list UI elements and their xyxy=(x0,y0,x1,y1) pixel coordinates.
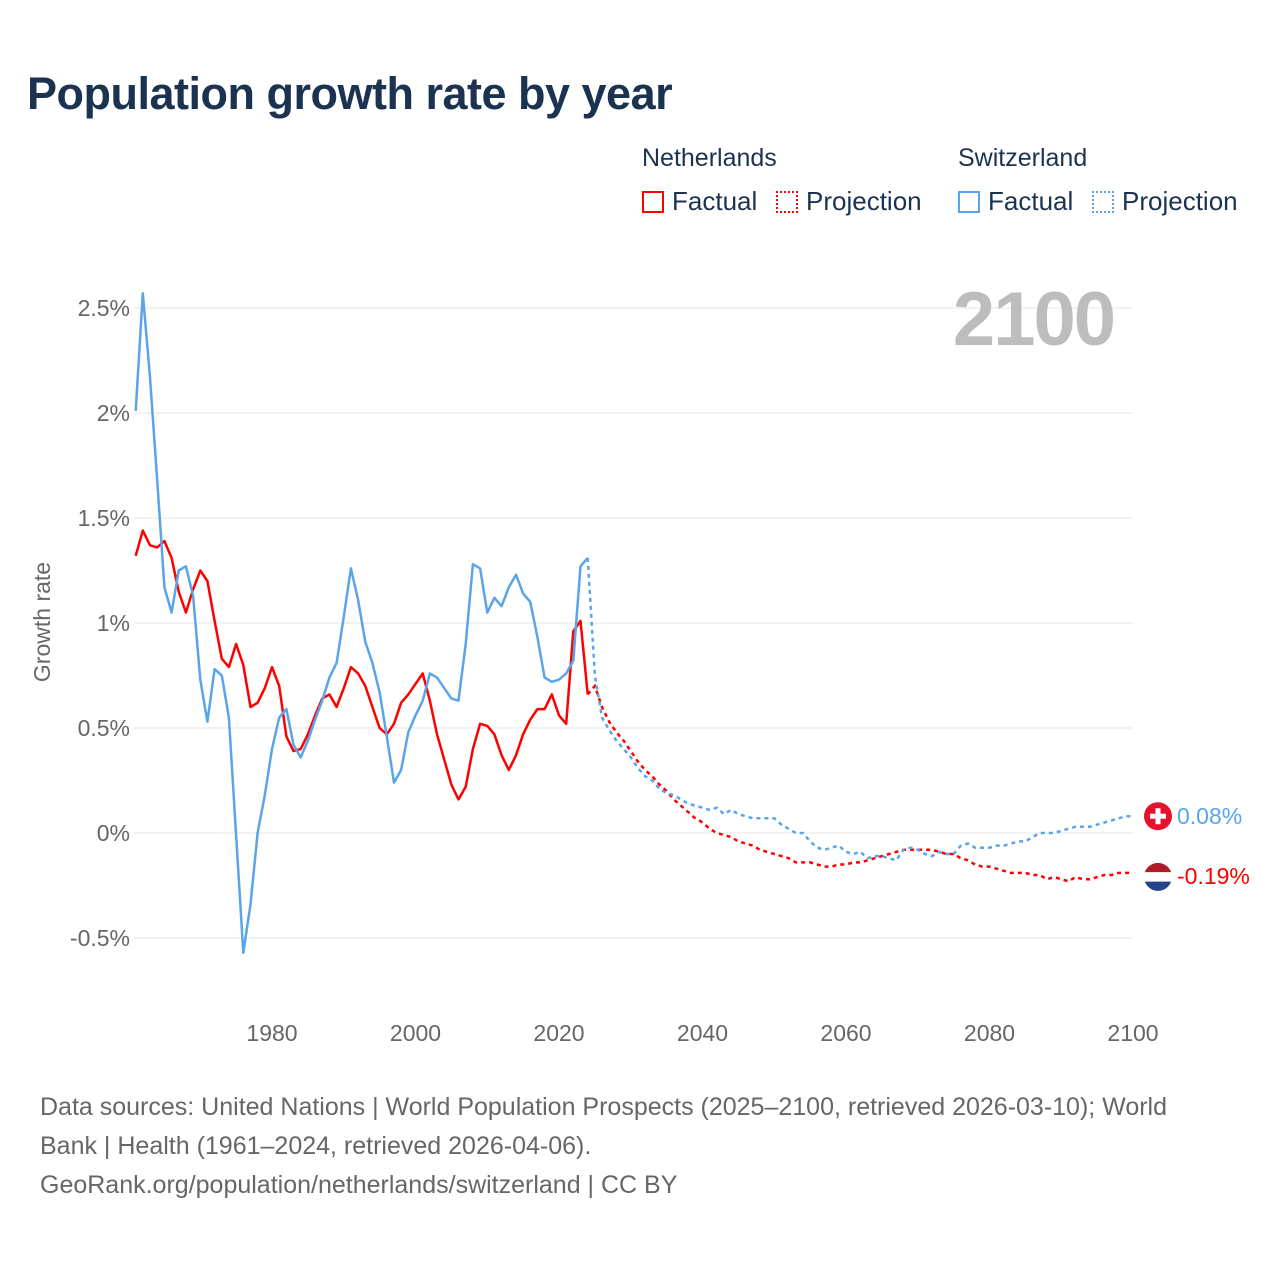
switzerland-factual-line xyxy=(134,292,589,954)
x-tick-label: 1980 xyxy=(246,1020,297,1046)
flag-cross xyxy=(1150,813,1166,819)
x-tick-label: 2080 xyxy=(964,1020,1015,1046)
y-tick-label: -0.5% xyxy=(70,925,130,951)
y-tick-label: 1% xyxy=(97,610,130,636)
x-tick-label: 2000 xyxy=(390,1020,441,1046)
switzerland-flag-icon xyxy=(1144,802,1172,831)
netherlands-projection-line xyxy=(586,683,1133,883)
netherlands-flag-icon xyxy=(1144,862,1172,891)
legend-solid-swatch-icon xyxy=(642,190,664,213)
legend-group-netherlands: Netherlands xyxy=(642,144,777,172)
legend-dotted-swatch-icon xyxy=(1092,190,1114,213)
legend-label: Factual xyxy=(672,186,758,216)
legend-netherlands-projection[interactable]: Projection xyxy=(776,186,922,217)
legend-switzerland-factual[interactable]: Factual xyxy=(958,186,1073,217)
y-tick-label: 2.5% xyxy=(78,295,130,321)
x-tick-label: 2040 xyxy=(677,1020,728,1046)
x-tick-label: 2020 xyxy=(533,1020,584,1046)
flag-stripe-blue xyxy=(1144,881,1172,891)
x-tick-label: 2100 xyxy=(1107,1020,1158,1046)
legend-dotted-swatch-icon xyxy=(776,190,798,213)
switzerland-projection-line xyxy=(586,557,1133,862)
chart-title: Population growth rate by year xyxy=(27,68,673,119)
y-axis-label: Growth rate xyxy=(29,562,55,682)
footer: Data sources: United Nations | World Pop… xyxy=(40,1088,1230,1205)
switzerland-end-label: 0.08% xyxy=(1177,803,1242,829)
legend-label: Projection xyxy=(1122,186,1238,216)
netherlands-end-label: -0.19% xyxy=(1177,863,1250,889)
legend-netherlands-factual[interactable]: Factual xyxy=(642,186,757,217)
legend-solid-swatch-icon xyxy=(958,190,980,213)
y-tick-label: 2% xyxy=(97,400,130,426)
legend-group-switzerland: Switzerland xyxy=(958,144,1088,172)
y-tick-label: 1.5% xyxy=(78,505,130,531)
y-tick-label: 0.5% xyxy=(78,715,130,741)
y-tick-label: 0% xyxy=(97,820,130,846)
legend-switzerland-projection[interactable]: Projection xyxy=(1092,186,1238,217)
data-sources: Data sources: United Nations | World Pop… xyxy=(40,1093,1168,1160)
x-tick-label: 2060 xyxy=(820,1020,871,1046)
netherlands-factual-line xyxy=(134,529,589,801)
current-year-label: 2100 xyxy=(952,277,1116,362)
flag-stripe-white xyxy=(1144,872,1172,882)
flag-stripe-red xyxy=(1144,862,1172,873)
credit-link[interactable]: GeoRank.org/population/netherlands/switz… xyxy=(40,1171,678,1199)
legend-label: Factual xyxy=(988,186,1074,216)
legend-label: Projection xyxy=(806,186,922,216)
